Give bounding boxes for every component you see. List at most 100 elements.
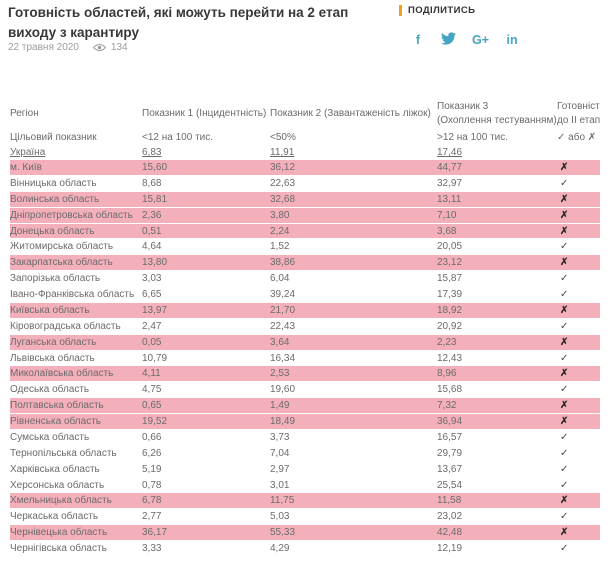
indicator1-value: 19,52 [142,416,168,427]
region-name: Херсонська область [10,479,105,491]
readiness-mark: ✗ [560,495,569,507]
indicator3-value: 23,02 [437,511,463,523]
indicator1-value: 0,05 [142,336,162,348]
region-name: Рівненська область [10,416,101,427]
readiness-legend: ✓ або ✗ [557,132,597,143]
region-name: Кіровоградська область [10,320,121,332]
readiness-mark: ✓ [560,241,569,253]
indicator2-value: 21,70 [270,304,296,316]
indicator3-value: 7,32 [437,400,457,412]
indicator1-value: 13,80 [142,257,168,269]
table-row: Запорізька область 3,03 6,04 15,87 ✓ [10,271,600,287]
table-row: Чернівецька область 36,17 55,33 42,48 ✗ [10,525,600,541]
indicator1-value: 15,81 [142,193,168,205]
indicator1-value: 3,33 [142,543,162,554]
page-title: Готовність областей, які можуть перейти … [8,5,349,40]
region-name: Хмельницька область [10,495,112,507]
table-row: Полтавська область 0,65 1,49 7,32 ✗ [10,398,600,414]
indicator2-value: 3,64 [270,336,290,348]
region-name: Чернігівська область [10,543,107,554]
readiness-table: Регіон Показник 1 (Інцидентність) Показн… [0,97,610,557]
indicator1-value: 36,17 [142,527,168,539]
region-name: Волинська область [10,193,100,205]
target-indicator1: <12 на 100 тис. [142,132,214,143]
share-label: поділитись [399,5,519,16]
indicator2-value: 1,49 [270,400,290,412]
article-date: 22 травня 2020 [8,41,79,53]
ukraine-indicator1[interactable]: 6,83 [142,147,162,158]
views-count: 134 [110,41,128,53]
table-row: Тернопільська область 6,26 7,04 29,79 ✓ [10,446,600,462]
table-row: Миколаївська область 4,11 2,53 8,96 ✗ [10,366,600,383]
target-indicator2: <50% [270,132,296,143]
indicator2-value: 1,52 [270,241,290,253]
col-header-indicator2: Показник 2 (Завантаженість ліжок) [270,108,431,119]
ukraine-indicator3[interactable]: 17,46 [437,147,463,158]
facebook-icon[interactable]: f [415,33,421,47]
table-body: м. Київ 15,60 36,12 44,77 ✗ Вінницька об… [0,160,610,557]
indicator1-value: 13,97 [142,304,168,316]
indicator1-value: 4,75 [142,384,162,396]
region-name: Чернівецька область [10,527,108,539]
indicator3-value: 36,94 [437,416,463,427]
ukraine-link[interactable]: Україна [10,147,46,158]
indicator2-value: 6,04 [270,273,290,285]
indicator3-value: 8,96 [437,368,457,380]
region-name: Полтавська область [10,400,104,412]
table-row: Одеська область 4,75 19,60 15,68 ✓ [10,382,600,398]
indicator3-value: 2,23 [437,336,457,348]
indicator1-value: 6,78 [142,495,162,507]
region-name: Сумська область [10,431,90,443]
indicator2-value: 2,53 [270,368,290,380]
table-row: м. Київ 15,60 36,12 44,77 ✗ [10,160,600,176]
ukraine-indicator2[interactable]: 11,91 [270,147,295,158]
target-row: Цільовий показник <12 на 100 тис. <50% >… [10,130,600,145]
indicator1-value: 6,65 [142,289,162,300]
indicator2-value: 36,12 [270,162,296,173]
indicator2-value: 22,43 [270,320,296,332]
table-row: Чернігівська область 3,33 4,29 12,19 ✓ [10,541,600,557]
indicator3-value: 44,77 [437,162,463,173]
table-row: Черкаська область 2,77 5,03 23,02 ✓ [10,509,600,525]
indicator1-value: 6,26 [142,447,162,459]
table-header-row: Регіон Показник 1 (Інцидентність) Показн… [10,97,600,130]
indicator3-value: 42,48 [437,527,463,539]
twitter-icon[interactable] [441,32,456,48]
region-name: Київська область [10,304,90,316]
indicator2-value: 22,63 [270,177,296,189]
readiness-mark: ✓ [560,511,569,523]
readiness-mark: ✓ [560,384,569,396]
table-row: Херсонська область 0,78 3,01 25,54 ✓ [10,478,600,494]
col-header-indicator1: Показник 1 (Інцидентність) [142,108,267,119]
region-name: Тернопільська область [10,447,117,459]
google-plus-icon[interactable]: G+ [472,33,490,47]
readiness-mark: ✓ [560,177,569,189]
table-row: Донецька область 0,51 2,24 3,68 ✗ [10,223,600,240]
region-name: Івано-Франківська область [10,289,135,300]
indicator3-value: 11,58 [437,495,462,507]
readiness-mark: ✗ [560,162,569,173]
readiness-mark: ✗ [560,209,569,221]
indicator1-value: 4,11 [142,368,161,380]
indicator2-value: 3,80 [270,209,290,221]
table-row: Луганська область 0,05 3,64 2,23 ✗ [10,334,600,351]
indicator3-value: 32,97 [437,177,463,189]
table-row: Волинська область 15,81 32,68 13,11 ✗ [10,191,600,208]
indicator2-value: 38,86 [270,257,296,269]
indicator2-value: 5,03 [270,511,290,523]
indicator3-value: 15,68 [437,384,463,396]
indicator1-value: 0,51 [142,225,162,237]
readiness-mark: ✗ [560,400,569,412]
table-row: Львівська область 10,79 16,34 12,43 ✓ [10,351,600,367]
target-label: Цільовий показник [10,132,97,143]
readiness-mark: ✗ [560,368,569,380]
eye-icon [92,43,106,52]
col-header-region: Регіон [10,108,39,119]
indicator3-value: 13,11 [437,193,462,205]
readiness-mark: ✓ [560,431,569,443]
table-row: Вінницька область 8,68 22,63 32,97 ✓ [10,176,600,192]
indicator1-value: 15,60 [142,162,168,173]
table-row: Закарпатська область 13,80 38,86 23,12 ✗ [10,255,600,272]
linkedin-icon[interactable]: in [506,33,518,47]
region-name: Луганська область [10,336,97,348]
